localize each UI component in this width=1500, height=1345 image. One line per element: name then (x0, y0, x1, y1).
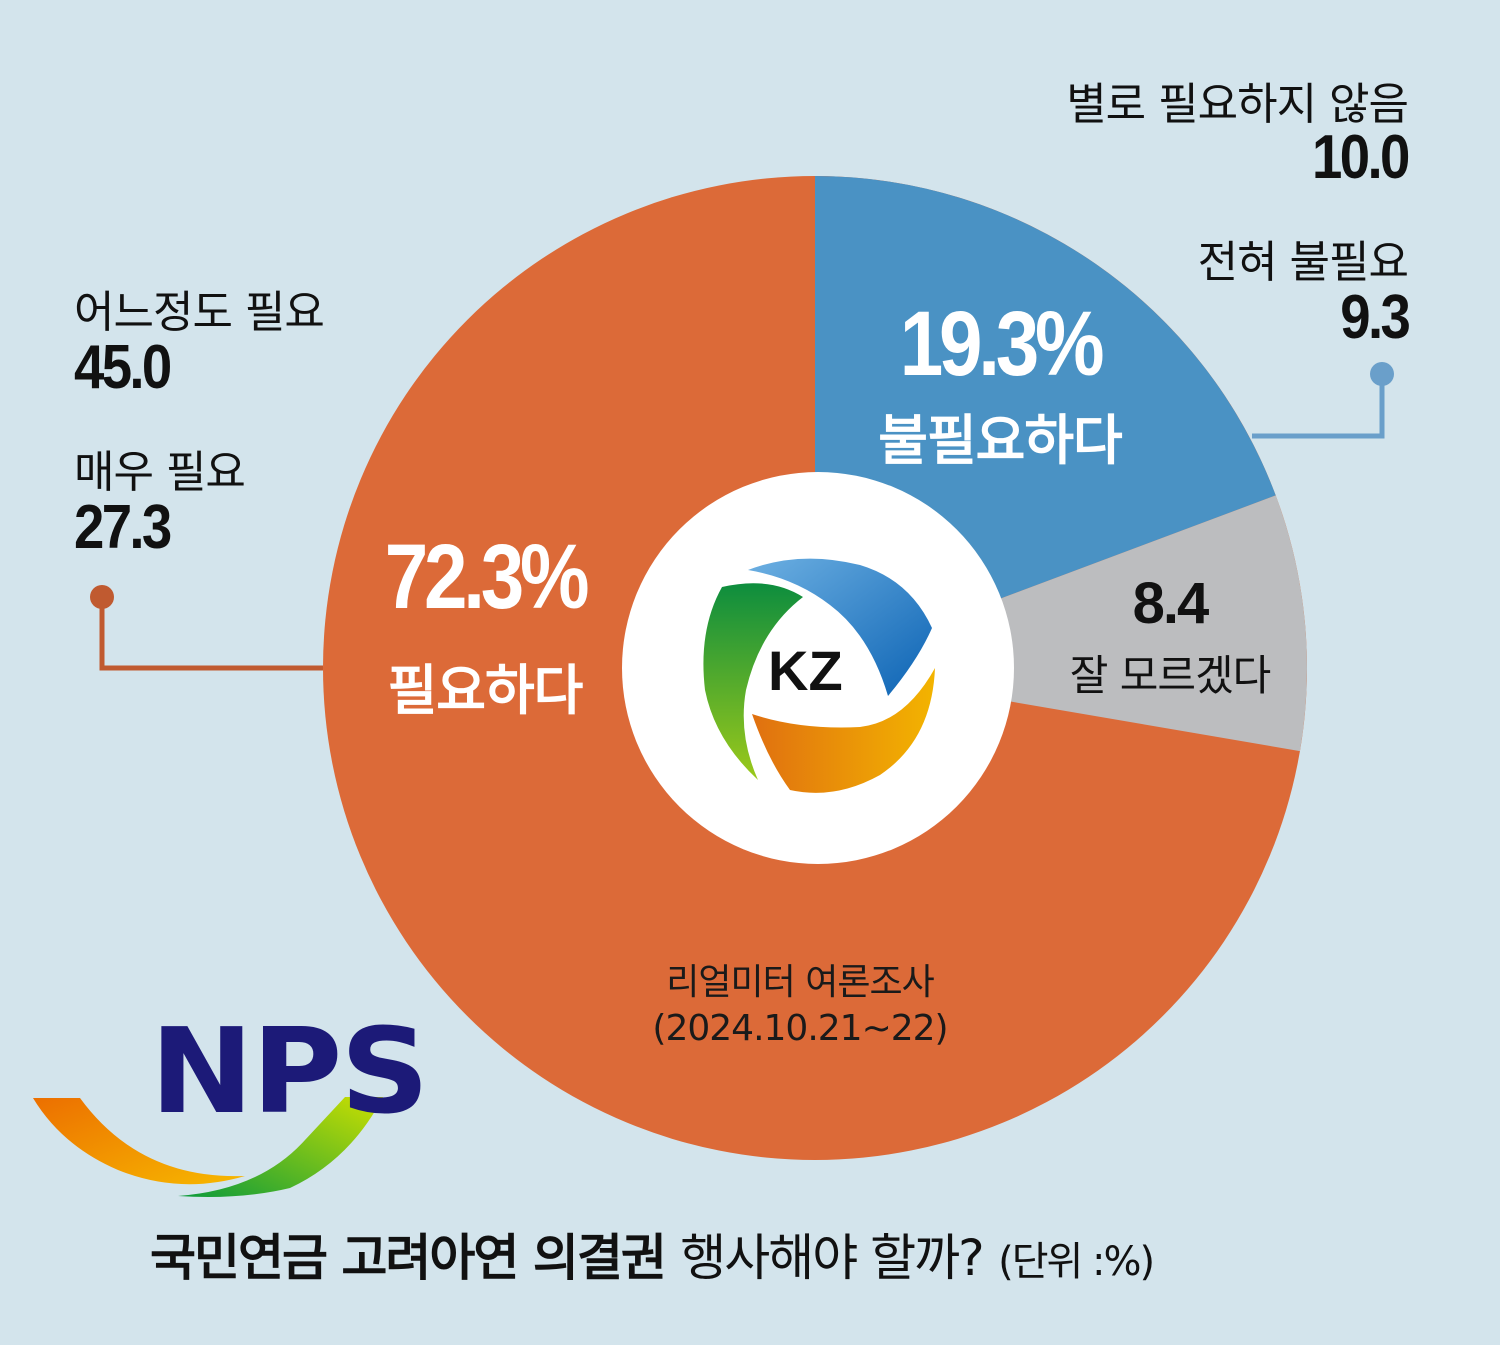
nps-wordmark: NPS (150, 1002, 430, 1140)
nps-logo-icon (33, 1097, 383, 1197)
value-not-needed-at-all: 9.3 (1340, 283, 1411, 352)
label-not-needed-at-all: 전혀 불필요 (1197, 237, 1409, 288)
title-unit: (단위 :%) (998, 1239, 1155, 1285)
label-very-needed: 매우 필요 (74, 447, 246, 498)
source-line-1: 리얼미터 여론조사 (666, 962, 934, 1003)
chart-title: 국민연금 고려아연 의결권 행사해야 할까? (단위 :%) (150, 1218, 1155, 1290)
callout-unnecessary (1252, 362, 1394, 439)
donut-hole (622, 472, 1014, 864)
title-bold: 국민연금 고려아연 의결권 (150, 1229, 667, 1287)
kz-logo-icon (703, 558, 935, 793)
label-somewhat-needed: 어느정도 필요 (74, 287, 325, 338)
label-necessary: 필요하다 (387, 659, 584, 722)
label-dont-know: 잘 모르겠다 (1069, 651, 1272, 700)
source-note: 리얼미터 여론조사 (2024.10.21~22) (560, 960, 1040, 1052)
value-not-really-needed: 10.0 (1312, 123, 1410, 192)
source-line-2: (2024.10.21~22) (652, 1008, 948, 1049)
callout-necessary (90, 585, 323, 671)
value-dont-know: 8.4 (1132, 571, 1210, 636)
value-somewhat-needed: 45.0 (74, 333, 172, 402)
pct-unnecessary: 19.3% (899, 293, 1105, 395)
pct-necessary: 72.3% (384, 526, 590, 628)
kz-wordmark: KZ (768, 639, 843, 702)
value-very-needed: 27.3 (74, 493, 172, 562)
label-unnecessary: 불필요하다 (878, 409, 1122, 472)
label-not-really-needed: 별로 필요하지 않음 (1066, 79, 1409, 130)
title-normal: 행사해야 할까? (680, 1229, 984, 1287)
